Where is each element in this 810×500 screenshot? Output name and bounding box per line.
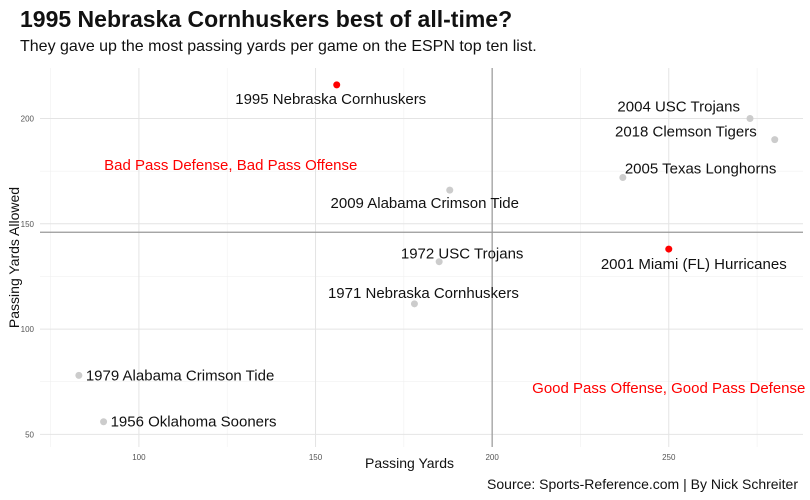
data-point <box>333 81 341 89</box>
y-axis-title: Passing Yards Allowed <box>6 187 22 328</box>
point-label: 1979 Alabama Crimson Tide <box>86 367 274 384</box>
x-tick-label: 200 <box>485 453 499 462</box>
chart-title: 1995 Nebraska Cornhuskers best of all-ti… <box>20 6 513 32</box>
y-tick-label: 50 <box>25 430 34 439</box>
point-label: 2009 Alabama Crimson Tide <box>331 195 519 212</box>
chart-subtitle: They gave up the most passing yards per … <box>20 38 537 55</box>
data-point <box>435 258 443 266</box>
chart-caption: Source: Sports-Reference.com | By Nick S… <box>487 476 798 492</box>
x-tick-label: 150 <box>309 453 323 462</box>
y-tick-label: 200 <box>21 115 35 124</box>
y-tick-label: 150 <box>21 220 35 229</box>
data-point <box>619 173 627 181</box>
point-label: 2001 Miami (FL) Hurricanes <box>601 256 787 273</box>
data-point <box>446 186 454 194</box>
data-point <box>75 371 83 379</box>
quadrant-annotation: Good Pass Offense, Good Pass Defense <box>532 380 805 397</box>
x-tick-label: 250 <box>662 453 676 462</box>
data-point <box>665 245 673 253</box>
x-axis-title: Passing Yards <box>365 455 454 471</box>
point-label: 2004 USC Trojans <box>617 99 740 116</box>
point-label: 2005 Texas Longhorns <box>625 160 777 177</box>
point-label: 1972 USC Trojans <box>401 246 524 263</box>
x-tick-label: 100 <box>132 453 146 462</box>
y-tick-label: 100 <box>21 325 35 334</box>
point-label: 1971 Nebraska Cornhuskers <box>328 285 519 302</box>
quadrant-annotation: Bad Pass Defense, Bad Pass Offense <box>104 157 357 174</box>
point-label: 1995 Nebraska Cornhuskers <box>235 91 426 108</box>
data-point <box>771 136 779 144</box>
point-label: 2018 Clemson Tigers <box>615 124 757 141</box>
data-point <box>746 115 754 123</box>
data-point <box>410 300 418 308</box>
data-point <box>100 418 108 426</box>
point-label: 1956 Oklahoma Sooners <box>111 414 277 431</box>
